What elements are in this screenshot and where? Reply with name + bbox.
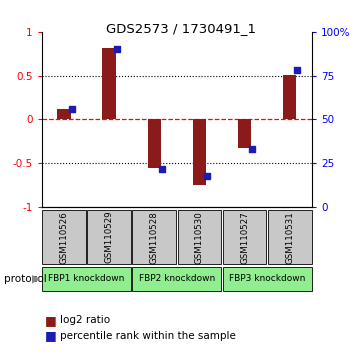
Bar	[238, 120, 251, 148]
FancyBboxPatch shape	[132, 210, 176, 264]
Text: log2 ratio: log2 ratio	[60, 315, 110, 325]
Point	[69, 106, 74, 112]
Text: GDS2573 / 1730491_1: GDS2573 / 1730491_1	[105, 22, 256, 35]
Point	[249, 147, 255, 152]
Bar	[283, 75, 296, 120]
FancyBboxPatch shape	[87, 210, 131, 264]
Point	[204, 173, 210, 178]
FancyBboxPatch shape	[268, 210, 312, 264]
Point	[294, 68, 300, 73]
Point	[114, 47, 119, 52]
Bar	[148, 120, 161, 168]
Text: percentile rank within the sample: percentile rank within the sample	[60, 331, 235, 341]
Text: ■: ■	[45, 329, 57, 342]
FancyBboxPatch shape	[132, 267, 221, 291]
FancyBboxPatch shape	[42, 267, 131, 291]
Bar	[193, 120, 206, 185]
Text: ▶: ▶	[32, 274, 40, 284]
Text: GSM110528: GSM110528	[150, 211, 159, 264]
Text: GSM110529: GSM110529	[105, 211, 114, 263]
Bar	[57, 109, 71, 120]
Text: FBP1 knockdown: FBP1 knockdown	[48, 274, 125, 283]
Text: FBP3 knockdown: FBP3 knockdown	[229, 274, 305, 283]
FancyBboxPatch shape	[223, 210, 266, 264]
Text: ■: ■	[45, 314, 57, 327]
Text: protocol: protocol	[4, 274, 46, 284]
Text: GSM110526: GSM110526	[60, 211, 69, 264]
Point	[159, 166, 165, 171]
Text: GSM110531: GSM110531	[285, 211, 294, 264]
FancyBboxPatch shape	[223, 267, 312, 291]
Bar	[103, 48, 116, 120]
Text: FBP2 knockdown: FBP2 knockdown	[139, 274, 215, 283]
Text: GSM110527: GSM110527	[240, 211, 249, 264]
FancyBboxPatch shape	[178, 210, 221, 264]
Text: GSM110530: GSM110530	[195, 211, 204, 264]
FancyBboxPatch shape	[42, 210, 86, 264]
